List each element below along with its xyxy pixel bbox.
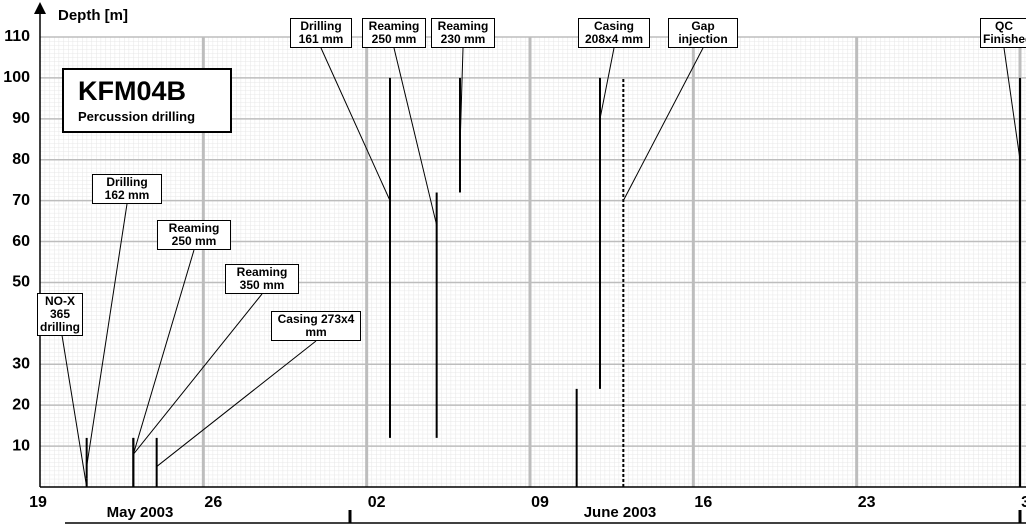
y-tick-label: 30 <box>12 355 30 372</box>
annotation-box: NO-X 365 drilling <box>37 293 83 336</box>
annotation-box: QC Finished <box>980 18 1026 48</box>
pointer-line <box>393 47 438 226</box>
y-tick-label: 100 <box>3 69 30 86</box>
chart-title: KFM04B <box>78 76 187 106</box>
title-box: KFM04B Percussion drilling <box>62 68 232 133</box>
annotation-box: Reaming 350 mm <box>225 264 299 294</box>
annotation-box: Reaming 250 mm <box>362 18 426 48</box>
pointer-line <box>132 249 195 455</box>
x-tick-label: 30 <box>1021 494 1026 511</box>
pointer-line <box>1003 47 1021 160</box>
annotation-box: Casing 208x4 mm <box>578 18 650 48</box>
y-tick-label: 60 <box>12 233 30 250</box>
pointer-line <box>59 322 88 488</box>
pointer-line <box>320 47 391 201</box>
pointer-line <box>132 293 263 455</box>
x-tick-label: 09 <box>531 494 549 511</box>
y-tick-label: 110 <box>4 28 30 45</box>
pointer-line <box>86 203 128 467</box>
month-label: May 2003 <box>107 504 174 521</box>
annotation-box: Casing 273x4 mm <box>271 311 361 341</box>
y-tick-label: 50 <box>12 274 30 291</box>
annotation-box: Drilling 162 mm <box>92 174 162 204</box>
x-tick-label: 26 <box>204 494 222 511</box>
annotation-box: Gap injection <box>668 18 738 48</box>
annotation-box: Reaming 250 mm <box>157 220 231 250</box>
pointer-line <box>599 47 615 119</box>
x-tick-label: 02 <box>368 494 386 511</box>
y-axis-title: Depth [m] <box>58 7 128 24</box>
pointer-line <box>622 47 704 201</box>
pointer-line <box>156 340 317 467</box>
chart-subtitle: Percussion drilling <box>78 109 196 124</box>
y-tick-label: 70 <box>12 192 30 209</box>
y-tick-label: 90 <box>12 110 30 127</box>
y-tick-label: 20 <box>12 396 30 413</box>
x-tick-label: 16 <box>694 494 712 511</box>
month-label: June 2003 <box>584 504 657 521</box>
pointer-line <box>459 47 464 148</box>
x-tick-label: 19 <box>29 494 47 511</box>
annotation-box: Reaming 230 mm <box>431 18 495 48</box>
y-tick-label: 80 <box>12 151 30 168</box>
x-tick-label: 23 <box>858 494 876 511</box>
annotation-box: Drilling 161 mm <box>290 18 352 48</box>
y-tick-label: 10 <box>12 437 30 454</box>
y-axis-arrow <box>34 2 46 14</box>
